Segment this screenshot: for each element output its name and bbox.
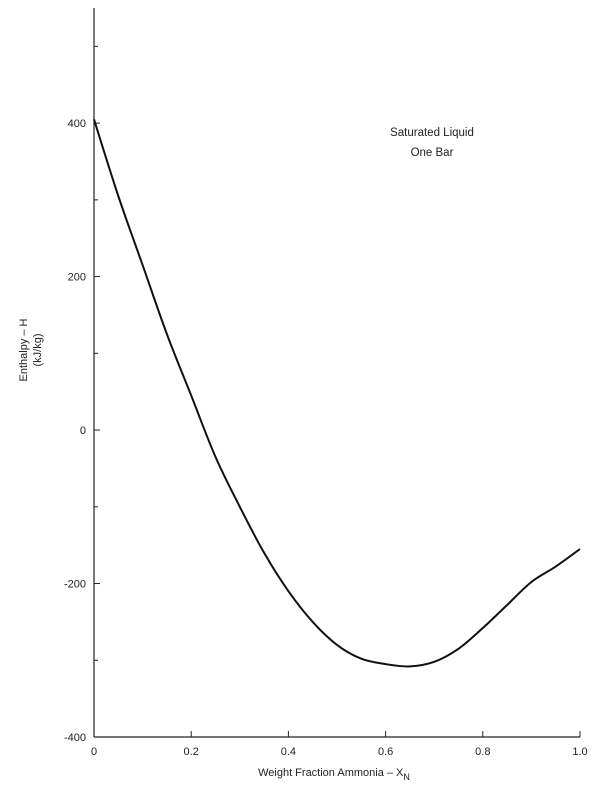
x-tick-label: 0.8 [475, 746, 490, 758]
y-tick-label: 0 [80, 425, 86, 437]
x-axis-label-subscript: N [403, 772, 410, 782]
x-axis-label-text: Weight Fraction Ammonia – X [258, 767, 404, 779]
y-axis-label-line-2: (kJ/kg) [32, 334, 44, 367]
x-axis-label: Weight Fraction Ammonia – XN [258, 767, 410, 782]
ticks: -400 -200 0 200 400 0 0.2 0.4 0.6 0.8 1.0 [64, 45, 588, 758]
series-line-enthalpy [93, 119, 581, 668]
annotation-line-2: One Bar [411, 147, 454, 159]
x-tick-label: 0.6 [378, 746, 393, 758]
axes [93, 8, 580, 738]
y-axis-label-line-1: Enthalpy – H [18, 318, 30, 381]
x-tick-label: 0 [91, 746, 97, 758]
x-tick-label: 0.2 [184, 746, 199, 758]
y-tick-label: -400 [64, 732, 86, 744]
annotation-line-1: Saturated Liquid [390, 127, 474, 139]
y-tick-label: 200 [68, 272, 86, 284]
x-tick-label: 1.0 [572, 746, 587, 758]
series [93, 119, 581, 668]
y-tick-label: -200 [64, 579, 86, 591]
y-tick-label: 400 [68, 118, 86, 130]
x-tick-label: 0.4 [281, 746, 296, 758]
